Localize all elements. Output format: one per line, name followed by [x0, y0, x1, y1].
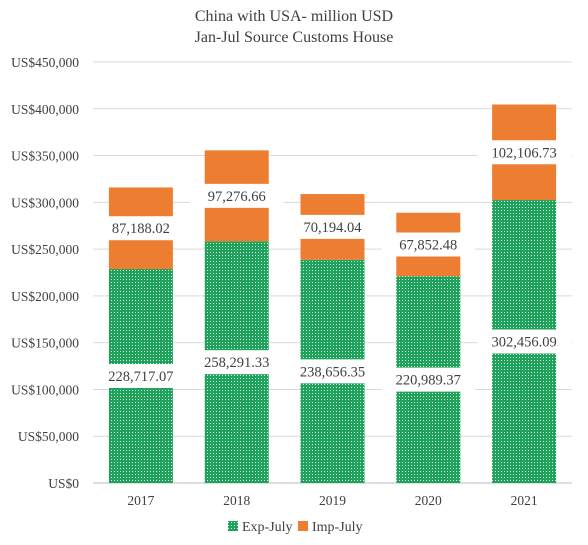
data-label-imp-2017: 87,188.02 [112, 221, 170, 237]
data-label-exp-2017: 228,717.07 [108, 369, 173, 385]
y-tick-label: US$400,000 [11, 102, 79, 117]
data-label-exp-2019: 238,656.35 [300, 364, 365, 380]
data-labels: 228,717.07 87,188.02 258,291.33 97,276.66 23… [93, 140, 572, 392]
data-label-imp-2018: 97,276.66 [208, 189, 266, 205]
data-label-bg [381, 232, 476, 257]
x-axis-ticks: 2017 2018 2019 2020 2021 [127, 493, 537, 508]
y-tick-label: US$0 [48, 476, 79, 491]
y-tick-label: US$300,000 [11, 195, 79, 210]
data-label-bg [381, 367, 476, 392]
x-tick-label: 2021 [511, 493, 538, 508]
y-tick-label: US$150,000 [11, 336, 79, 351]
data-label-bg [285, 359, 380, 384]
y-tick-label: US$100,000 [11, 382, 79, 397]
legend-swatch-imp [298, 521, 308, 531]
data-label-bg [93, 216, 188, 241]
data-label-imp-2021: 102,106.73 [491, 145, 556, 161]
data-label-bg [477, 329, 572, 354]
data-label-exp-2020: 220,989.37 [396, 373, 461, 389]
legend-swatch-exp [228, 521, 238, 531]
x-tick-label: 2019 [319, 493, 346, 508]
data-label-exp-2018: 258,291.33 [204, 355, 269, 371]
data-label-bg [477, 140, 572, 165]
data-label-exp-2021: 302,456.09 [491, 335, 556, 351]
legend-label-exp: Exp-July [242, 520, 293, 535]
data-label-bg [93, 364, 188, 389]
data-label-bg [285, 214, 380, 239]
data-label-bg [189, 350, 284, 375]
chart-title: China with USA- million USD [194, 8, 394, 25]
legend-label-imp: Imp-July [312, 520, 363, 535]
y-tick-label: US$50,000 [18, 429, 79, 444]
legend: Exp-July Imp-July [228, 520, 363, 535]
y-tick-label: US$450,000 [11, 55, 79, 70]
x-tick-label: 2018 [223, 493, 250, 508]
chart-subtitle: Jan-Jul Source Customs House [194, 29, 394, 46]
data-label-imp-2019: 70,194.04 [304, 220, 363, 236]
y-tick-label: US$200,000 [11, 289, 79, 304]
data-label-imp-2020: 67,852.48 [399, 238, 457, 254]
y-axis-ticks: US$0 US$50,000 US$100,000 US$150,000 US$200,… [11, 55, 79, 491]
x-tick-label: 2017 [127, 493, 154, 508]
y-tick-label: US$350,000 [11, 149, 79, 164]
y-tick-label: US$250,000 [11, 242, 79, 257]
data-label-bg [189, 183, 284, 208]
x-tick-label: 2020 [415, 493, 442, 508]
